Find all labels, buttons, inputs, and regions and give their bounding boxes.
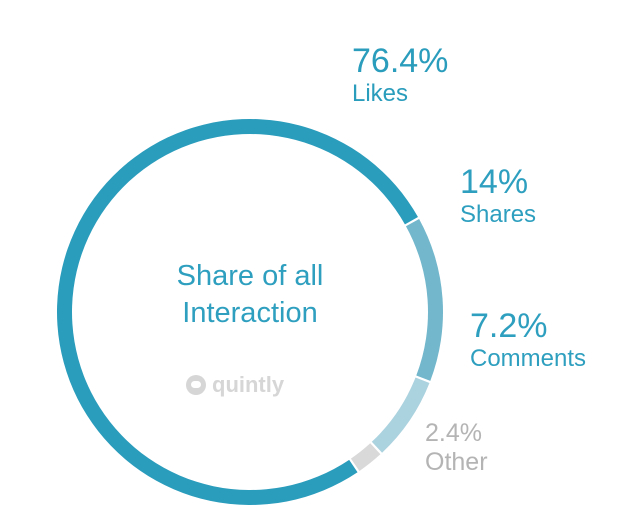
other-percent: 2.4% [425, 419, 482, 447]
slice-label-likes: 76.4% Likes [352, 42, 448, 108]
comments-percent: 7.2% [470, 307, 548, 345]
shares-percent: 14% [460, 163, 529, 201]
quintly-logo-icon [186, 375, 206, 395]
center-title-line-1: Share of all [176, 260, 324, 292]
watermark-text: quintly [212, 372, 285, 397]
likes-name: Likes [352, 80, 409, 107]
slice-label-shares: 14% Shares [460, 163, 536, 229]
comments-name: Comments [470, 345, 587, 372]
slice-label-other: 2.4% Other [425, 419, 488, 477]
slice-comments [371, 377, 430, 453]
chart-center-title: Share of all Interaction [100, 258, 400, 332]
other-name: Other [425, 448, 488, 476]
slice-label-comments: 7.2% Comments [470, 307, 586, 373]
shares-name: Shares [460, 201, 537, 228]
likes-percent: 76.4% [352, 42, 449, 80]
center-title-line-2: Interaction [182, 297, 318, 329]
slice-other [350, 443, 381, 471]
slice-shares [405, 218, 443, 381]
quintly-watermark: quintly [186, 372, 284, 398]
